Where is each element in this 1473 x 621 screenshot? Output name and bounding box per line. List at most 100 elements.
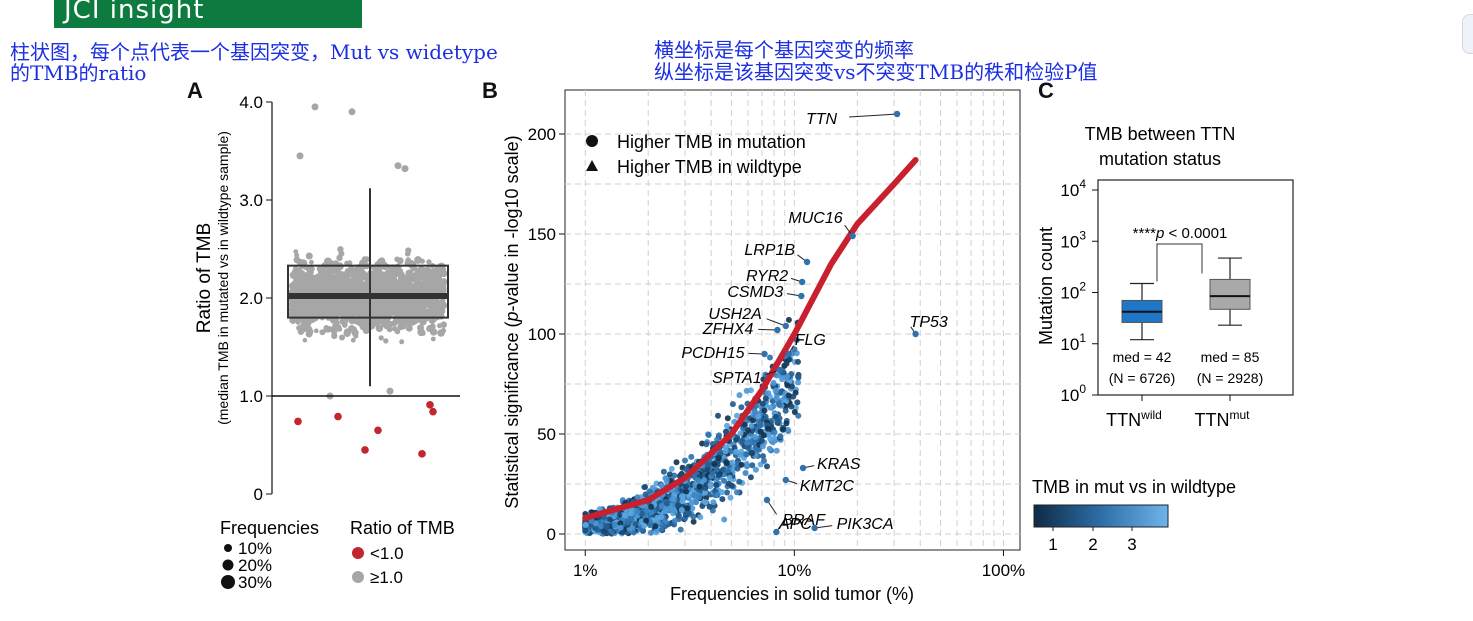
grey-point bbox=[424, 301, 431, 308]
grey-point bbox=[415, 268, 422, 275]
gene-label: USH2A bbox=[708, 306, 761, 323]
grey-point bbox=[423, 285, 431, 294]
grey-point bbox=[375, 324, 384, 332]
gene-highlight-point bbox=[912, 330, 919, 338]
gene-point bbox=[738, 461, 745, 468]
x-tick-label: 1% bbox=[573, 561, 598, 580]
box-iqr bbox=[287, 264, 449, 319]
gene-point bbox=[713, 481, 720, 488]
category-label-sup: wild bbox=[1140, 408, 1162, 422]
grey-outlier-point bbox=[386, 387, 394, 395]
gene-point bbox=[733, 448, 740, 455]
gene-point bbox=[678, 507, 685, 513]
grey-point bbox=[420, 307, 426, 313]
gene-point bbox=[780, 426, 786, 433]
gene-point bbox=[795, 358, 801, 365]
grey-point bbox=[385, 304, 394, 312]
gene-label: TTN bbox=[806, 111, 838, 128]
gene-point bbox=[696, 483, 703, 490]
legend-size-10: 10% bbox=[238, 539, 272, 558]
red-point bbox=[361, 446, 369, 454]
gene-point bbox=[727, 494, 734, 501]
gene-point bbox=[676, 512, 682, 519]
gene-point bbox=[641, 522, 648, 529]
grey-point bbox=[335, 270, 343, 278]
gene-label: LRP1B bbox=[744, 242, 795, 259]
panel-a-chart: 0 1.0 2.0 3.0 4.0 Ratio of TMB (median TMB i… bbox=[194, 93, 460, 592]
gene-label: RYR2 bbox=[746, 268, 788, 285]
grey-point bbox=[339, 334, 345, 341]
panel-a-boxplot bbox=[287, 188, 449, 387]
y-tick-label: 1.0 bbox=[239, 387, 263, 406]
gene-point bbox=[702, 489, 709, 496]
grey-point bbox=[345, 303, 353, 311]
y-tick-label: 0 bbox=[547, 525, 556, 544]
grey-point bbox=[320, 299, 327, 306]
grey-point bbox=[344, 260, 350, 266]
grey-point bbox=[326, 326, 333, 332]
panel-b-plot-area bbox=[564, 89, 1021, 551]
gene-point bbox=[777, 433, 784, 440]
grey-point bbox=[336, 266, 341, 272]
gene-point bbox=[714, 492, 721, 499]
grey-point bbox=[430, 336, 436, 342]
grey-point bbox=[404, 277, 411, 283]
gene-point bbox=[627, 510, 634, 517]
gene-point bbox=[634, 508, 641, 515]
gene-label: BRAF bbox=[782, 512, 826, 529]
red-point bbox=[374, 426, 382, 435]
gene-point bbox=[722, 428, 729, 435]
annotation-right-line2: 纵坐标是该基因突变vs不突变TMB的秩和检验P值 bbox=[654, 60, 1098, 84]
y-tick-exponent: 1 bbox=[1079, 331, 1086, 345]
grey-point bbox=[340, 307, 347, 314]
legend-color-mark-grey bbox=[352, 571, 364, 583]
panel-a-ylabel: Ratio of TMB bbox=[194, 223, 215, 334]
gene-point bbox=[773, 395, 780, 402]
gene-point bbox=[724, 422, 730, 429]
grey-point bbox=[412, 275, 420, 283]
gene-point bbox=[770, 379, 777, 386]
grey-point bbox=[295, 282, 301, 288]
gene-highlight-point bbox=[773, 528, 780, 536]
grey-outlier-point bbox=[394, 162, 402, 170]
grey-point bbox=[294, 252, 300, 258]
gene-point bbox=[742, 470, 749, 476]
grey-outlier-point bbox=[311, 103, 319, 111]
gene-point bbox=[715, 412, 721, 419]
gene-point bbox=[765, 390, 772, 397]
gene-highlight-point bbox=[798, 292, 805, 300]
gene-point bbox=[724, 415, 731, 422]
significance-bracket bbox=[1156, 243, 1203, 282]
panel-b-trend-line bbox=[582, 157, 919, 521]
gene-point bbox=[654, 514, 661, 521]
grey-point bbox=[428, 280, 437, 289]
gene-point bbox=[794, 399, 801, 406]
grey-point bbox=[309, 297, 317, 305]
gene-point bbox=[758, 437, 765, 444]
grey-point bbox=[306, 328, 314, 335]
gene-point bbox=[734, 412, 740, 419]
grey-point bbox=[318, 267, 326, 275]
legend-size-mark-20 bbox=[222, 559, 234, 571]
gene-point bbox=[672, 517, 678, 524]
gene-point bbox=[759, 443, 766, 450]
gene-point bbox=[737, 430, 744, 437]
grey-point bbox=[433, 303, 441, 311]
gene-label: PIK3CA bbox=[837, 516, 894, 533]
gene-point bbox=[663, 500, 670, 507]
grey-point bbox=[421, 331, 426, 336]
y-tick-label: 2.0 bbox=[239, 289, 263, 308]
significance-p: p bbox=[1155, 225, 1164, 242]
box-n-label: (N = 2928) bbox=[1197, 370, 1264, 386]
gene-highlight-point bbox=[782, 476, 789, 484]
grey-outlier-point bbox=[401, 165, 409, 173]
grey-point bbox=[436, 310, 445, 318]
gene-leader-line bbox=[766, 318, 786, 327]
gene-point bbox=[791, 409, 798, 415]
grey-point bbox=[308, 315, 316, 323]
grey-point bbox=[292, 272, 298, 279]
side-panel-tab[interactable] bbox=[1462, 14, 1473, 54]
gene-point bbox=[762, 395, 769, 402]
gene-point bbox=[694, 477, 701, 484]
gene-point bbox=[760, 453, 766, 460]
